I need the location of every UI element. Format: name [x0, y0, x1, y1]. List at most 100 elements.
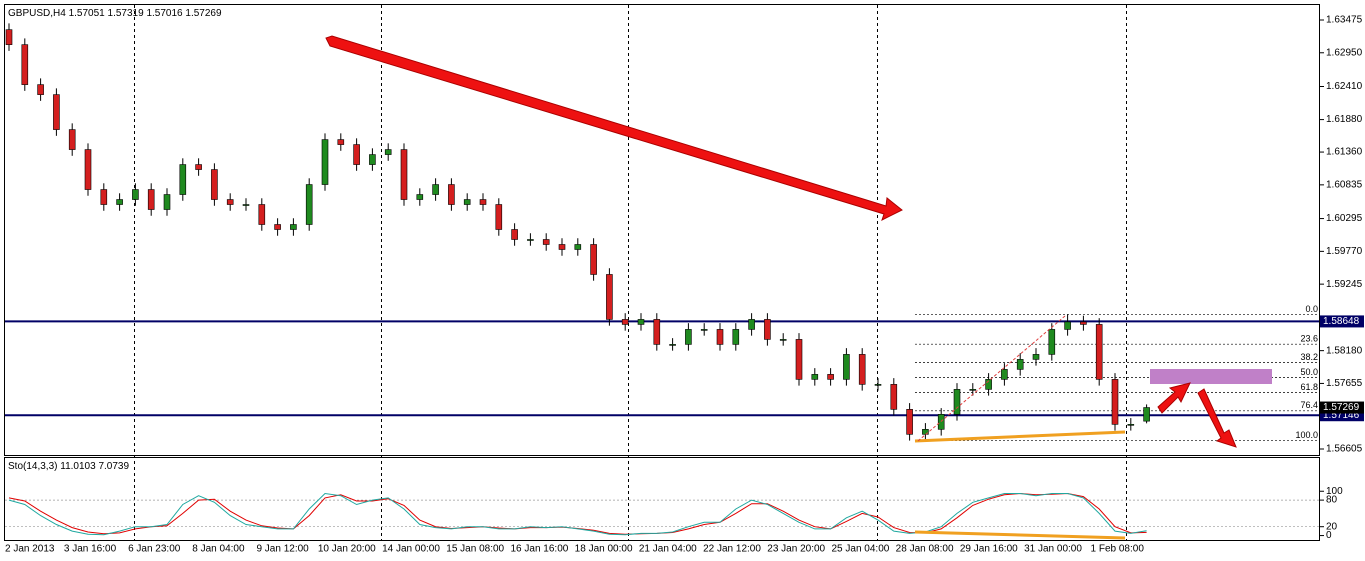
candle-body: [337, 139, 345, 145]
candle-body: [100, 189, 108, 205]
symbol: GBPUSD,H4: [8, 8, 66, 19]
fib-level-label: 0.0: [1305, 304, 1318, 314]
x-tick-label: 3 Jan 16:00: [64, 544, 117, 555]
x-tick-label: 9 Jan 12:00: [256, 544, 309, 555]
candle-body: [1016, 359, 1024, 370]
candle-body: [779, 339, 787, 341]
candle-body: [353, 144, 360, 165]
candle-body: [68, 129, 76, 150]
down-arrow: [1197, 388, 1237, 448]
candle-body: [1032, 354, 1040, 360]
candle-body: [432, 184, 439, 195]
indicator-tick-label: 100: [1326, 486, 1343, 497]
x-tick-label: 28 Jan 08:00: [896, 544, 954, 555]
candle-body: [827, 374, 834, 380]
candle-body: [448, 184, 455, 205]
candle-body: [1143, 407, 1150, 422]
x-tick-label: 1 Feb 08:00: [1091, 544, 1145, 555]
plot-layer: 1.63475 1.62950 1.62410 1.61880 1.61360 1.608…: [5, 15, 1364, 555]
arrows: [325, 35, 1237, 448]
candle-body: [147, 189, 155, 210]
x-tick-label: 22 Jan 12:00: [703, 544, 761, 555]
y-tick-label: 1.62410: [1326, 81, 1363, 92]
candle-body: [922, 429, 929, 435]
candle-body: [400, 149, 408, 200]
candle-body: [132, 189, 139, 200]
indicator-tick-label: 80: [1326, 495, 1338, 506]
up-arrow: [1157, 382, 1191, 414]
candle-body: [1127, 424, 1135, 426]
price-label: 1.58648: [1323, 316, 1360, 327]
candle-body: [258, 204, 266, 225]
fib-level-label: 61.8: [1300, 382, 1318, 392]
candle-body: [906, 409, 913, 435]
x-tick-label: 15 Jan 08:00: [446, 544, 504, 555]
price-label-box: [1320, 315, 1364, 328]
candle-body: [369, 154, 376, 165]
y-tick-label: 1.62950: [1326, 47, 1363, 58]
current-price-box: [1320, 401, 1364, 414]
candle-body: [527, 239, 534, 241]
candle-body: [558, 244, 566, 250]
candle-body: [874, 384, 882, 386]
x-tick-label: 16 Jan 16:00: [510, 544, 568, 555]
candle-body: [669, 344, 676, 346]
candle-body: [858, 354, 866, 385]
candle-body: [211, 169, 218, 200]
candle-body: [305, 184, 313, 225]
candle-body: [1095, 324, 1103, 380]
candle-body: [463, 199, 471, 205]
price-label: 1.57146: [1323, 410, 1360, 421]
candle-body: [384, 149, 392, 155]
y-tick-label: 1.61880: [1326, 114, 1363, 125]
candle-body: [953, 389, 961, 415]
y-tick-label: 1.56605: [1326, 444, 1363, 455]
fib-baseline: [917, 315, 1066, 442]
y-tick-label: 1.59245: [1326, 279, 1363, 290]
candle-body: [811, 374, 819, 380]
candle-body: [163, 194, 171, 210]
candle-body: [621, 319, 629, 325]
candle-body: [590, 244, 597, 275]
trend-arrow: [325, 35, 903, 221]
candle-body: [574, 244, 582, 250]
x-tick-label: 6 Jan 23:00: [128, 544, 181, 555]
candle-body: [53, 94, 60, 130]
candle-body: [321, 139, 329, 185]
candle-body: [290, 224, 297, 230]
y-tick-label: 1.59770: [1326, 246, 1363, 257]
x-tick-label: 29 Jan 16:00: [960, 544, 1018, 555]
indicator-name: Sto(14,3,3): [8, 461, 57, 472]
candle-body: [1111, 379, 1119, 425]
candle-body: [685, 329, 692, 345]
y-tick-label: 1.61360: [1326, 147, 1363, 158]
price-panel-frame: [4, 4, 1320, 456]
candle-body: [84, 149, 92, 190]
x-tick-label: 2 Jan 2013: [5, 544, 55, 555]
candle-body: [226, 199, 234, 205]
candle-body: [843, 354, 850, 380]
candle-body: [116, 199, 123, 205]
candle-body: [242, 204, 250, 206]
indicator-trendline: [914, 530, 1126, 540]
ohlc-close: 1.57269: [185, 8, 222, 19]
candle-body: [795, 339, 803, 380]
candle-body: [195, 164, 202, 170]
support-trendline: [914, 430, 1126, 443]
y-tick-label: 1.60295: [1326, 213, 1363, 224]
candle-body: [1048, 329, 1056, 355]
x-tick-label: 8 Jan 04:00: [192, 544, 245, 555]
candle-body: [732, 329, 740, 345]
candle-body: [748, 319, 755, 330]
fib-level-label: 76.4: [1300, 400, 1318, 410]
candle-body: [653, 319, 661, 345]
fib-level-label: 38.2: [1300, 352, 1318, 362]
candle-body: [1080, 321, 1087, 325]
candle-body: [179, 164, 187, 195]
y-tick-label: 1.57655: [1326, 378, 1363, 389]
chart-header: GBPUSD,H4 1.57051 1.57319 1.57016 1.5726…: [8, 8, 222, 19]
x-tick-label: 23 Jan 20:00: [767, 544, 825, 555]
indicator-tick-label: 20: [1326, 521, 1338, 532]
y-tick-label: 1.58180: [1326, 345, 1363, 356]
